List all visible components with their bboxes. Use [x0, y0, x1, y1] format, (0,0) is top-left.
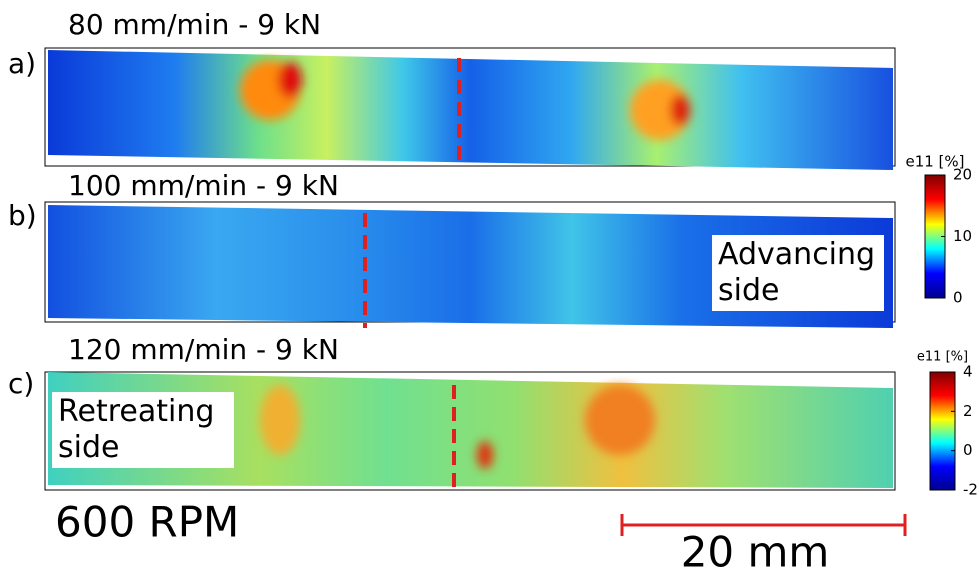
axes-frame: [44, 371, 896, 491]
panel-title: 80 mm/min - 9 kN: [68, 8, 321, 41]
colorbar-tick-label: 20: [953, 166, 972, 184]
annotation: Advancing side: [712, 235, 884, 311]
annotation: Retreating side: [52, 392, 234, 468]
colorbar-title: e11 [%]: [917, 350, 968, 365]
colorbar-tick-label: 0: [963, 441, 973, 459]
panel-label: a): [8, 47, 36, 80]
colorbar-tick-label: -2: [963, 481, 978, 499]
panel-title: 120 mm/min - 9 kN: [68, 333, 339, 366]
scale-bar-label: 20 mm: [681, 528, 830, 573]
panel-label: b): [8, 199, 37, 232]
panel-label: c): [8, 367, 34, 400]
strain-map: [48, 372, 893, 488]
colorbar: [929, 371, 956, 491]
strain-map: [48, 50, 893, 170]
hot-spots: [240, 60, 690, 140]
colorbar-tick-label: 2: [963, 402, 973, 420]
colorbar-tick-label: 10: [953, 227, 972, 245]
axes-frame: [44, 47, 896, 167]
strain-map: [48, 205, 893, 328]
footer-text: 600 RPM: [55, 498, 239, 547]
colorbar-title: e11 [%]: [905, 153, 964, 171]
hot-spots: [260, 385, 655, 469]
panel-title: 100 mm/min - 9 kN: [68, 169, 339, 202]
colorbar-tick-label: 4: [963, 363, 973, 381]
colorbar-tick-label: 0: [953, 289, 963, 307]
